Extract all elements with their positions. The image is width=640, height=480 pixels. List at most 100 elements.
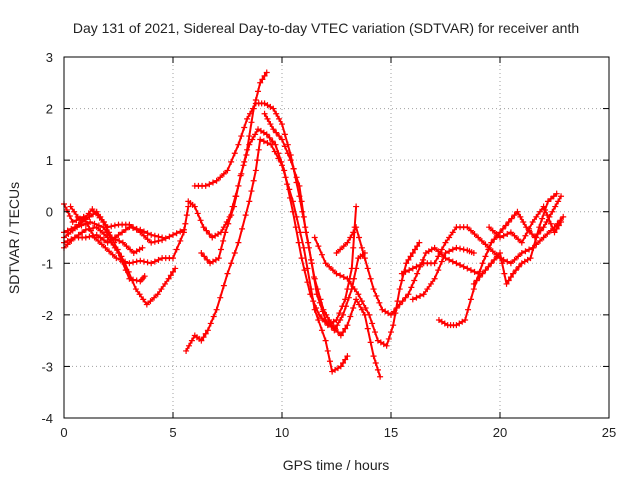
x-tick-label: 25: [602, 425, 616, 440]
data-point-marker: [148, 231, 155, 238]
data-point-marker: [165, 275, 172, 282]
data-point-marker: [86, 213, 93, 220]
data-point-marker: [485, 263, 492, 270]
data-point-marker: [526, 225, 533, 232]
series-line: [335, 226, 480, 316]
data-point-marker: [393, 304, 400, 311]
data-point-marker: [489, 248, 496, 255]
data-point-marker: [398, 270, 405, 277]
data-point-marker: [220, 237, 227, 244]
data-point-marker: [132, 286, 139, 293]
data-point-marker: [206, 181, 213, 188]
data-point-marker: [67, 203, 74, 210]
data-point-marker: [518, 249, 525, 256]
data-point-marker: [86, 233, 93, 240]
x-axis-title: GPS time / hours: [283, 457, 390, 473]
data-point-marker: [366, 311, 373, 318]
data-point-marker: [275, 150, 282, 157]
data-point-marker: [95, 222, 102, 229]
data-point-marker: [394, 298, 401, 305]
data-point-marker: [194, 210, 201, 217]
data-point-marker: [417, 292, 424, 299]
data-point-marker: [122, 258, 129, 265]
data-point-marker: [111, 222, 118, 229]
data-point-marker: [308, 260, 315, 267]
data-point-marker: [117, 256, 124, 263]
data-point-marker: [207, 320, 214, 327]
data-point-marker: [464, 265, 471, 272]
y-tick-label: -1: [41, 256, 53, 271]
data-point-marker: [231, 249, 238, 256]
data-point-marker: [536, 237, 543, 244]
data-point-marker: [505, 277, 512, 284]
data-point-marker: [479, 260, 486, 267]
series-track-10: [198, 126, 360, 329]
data-point-marker: [284, 181, 291, 188]
data-point-marker: [471, 231, 478, 238]
data-point-marker: [242, 212, 249, 219]
data-point-marker: [102, 244, 109, 251]
data-point-marker: [465, 306, 472, 313]
data-point-marker: [162, 235, 169, 242]
data-point-marker: [409, 296, 416, 303]
data-point-marker: [530, 244, 537, 251]
data-point-marker: [515, 253, 522, 260]
data-point-marker: [497, 234, 503, 241]
y-tick-label: 3: [46, 50, 53, 65]
data-point-marker: [281, 131, 288, 138]
data-point-marker: [248, 119, 255, 126]
data-point-marker: [269, 138, 276, 145]
data-point-marker: [431, 244, 438, 251]
data-point-marker: [248, 188, 255, 195]
data-point-marker: [139, 244, 146, 251]
data-point-marker: [119, 239, 126, 246]
data-point-marker: [402, 268, 409, 275]
data-point-marker: [66, 213, 73, 220]
data-point-marker: [486, 224, 493, 231]
data-point-marker: [273, 110, 280, 117]
data-point-marker: [406, 267, 413, 274]
data-point-marker: [520, 219, 527, 226]
data-point-marker: [355, 291, 362, 298]
data-point-marker: [84, 220, 91, 227]
series-track-11: [261, 110, 384, 380]
data-point-marker: [543, 219, 550, 226]
data-point-marker: [311, 234, 318, 241]
data-point-marker: [141, 273, 148, 280]
data-point-marker: [457, 245, 464, 252]
data-point-marker: [390, 322, 397, 329]
series-track-18: [486, 203, 565, 246]
data-point-marker: [476, 274, 483, 281]
data-point-marker: [173, 230, 180, 237]
data-point-marker: [244, 115, 251, 122]
data-point-marker: [553, 225, 560, 232]
series-track-17: [470, 190, 560, 287]
x-tick-label: 20: [493, 425, 507, 440]
data-point-marker: [333, 270, 340, 277]
data-point-marker: [427, 280, 434, 287]
data-point-marker: [398, 277, 405, 284]
data-point-marker: [449, 229, 456, 236]
data-point-marker: [388, 329, 394, 336]
data-point-marker: [518, 239, 525, 246]
data-point-marker: [197, 217, 204, 224]
data-point-marker: [533, 213, 540, 220]
data-point-marker: [435, 253, 442, 260]
data-point-marker: [114, 246, 121, 253]
data-point-marker: [417, 262, 424, 269]
data-point-marker: [446, 256, 453, 263]
data-point-marker: [364, 265, 371, 272]
data-point-marker: [104, 239, 111, 246]
data-point-marker: [372, 329, 379, 336]
data-point-marker: [90, 232, 97, 239]
data-point-marker: [514, 208, 521, 215]
data-point-marker: [442, 239, 449, 246]
data-point-marker: [504, 231, 511, 238]
data-point-marker: [350, 229, 357, 236]
y-tick-label: -3: [41, 359, 53, 374]
data-point-marker: [555, 198, 562, 205]
data-point-marker: [246, 198, 253, 205]
data-point-marker: [552, 203, 559, 210]
series-line: [200, 128, 358, 327]
data-point-marker: [350, 244, 357, 251]
